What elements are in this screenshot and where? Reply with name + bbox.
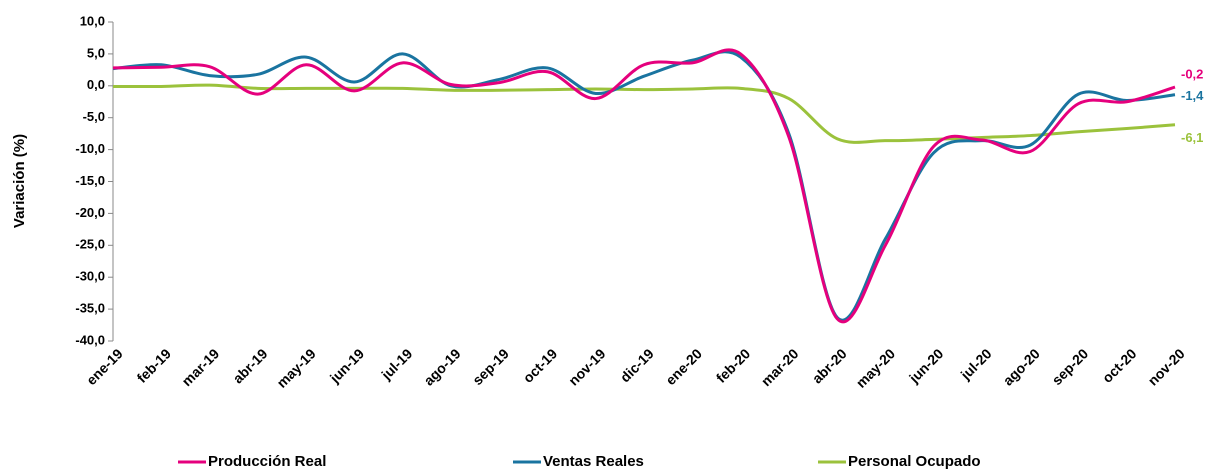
x-tick-label: may-20 <box>853 345 899 391</box>
x-tick-label: may-19 <box>273 345 319 391</box>
data-label: -0,2 <box>1181 67 1203 82</box>
y-tick-label: -5,0 <box>83 109 105 124</box>
x-tick-label: abr-19 <box>230 345 271 386</box>
x-tick-label: sep-20 <box>1049 345 1092 388</box>
legend-label: Personal Ocupado <box>848 453 981 470</box>
line-series <box>112 48 1176 324</box>
x-tick-label: dic-19 <box>617 345 657 385</box>
y-tick-label: 5,0 <box>87 45 105 60</box>
legend-label: Producción Real <box>208 453 326 470</box>
x-tick-label: feb-20 <box>713 345 754 386</box>
line-series <box>112 83 1176 144</box>
x-tick-label: ago-19 <box>420 345 463 388</box>
x-tick-label: oct-19 <box>520 345 561 386</box>
x-tick-label: abr-20 <box>809 345 850 386</box>
y-tick-label: -10,0 <box>75 141 105 156</box>
x-tick-label: jul-20 <box>957 345 995 383</box>
data-label: -1,4 <box>1181 88 1204 103</box>
x-tick-label: mar-20 <box>758 345 802 389</box>
y-tick-label: -15,0 <box>75 173 105 188</box>
data-label: -6,1 <box>1181 130 1203 145</box>
y-tick-label: -25,0 <box>75 237 105 252</box>
y-tick-label: -30,0 <box>75 269 105 284</box>
x-tick-label: jul-19 <box>377 345 415 383</box>
x-tick-label: jun-19 <box>326 345 367 386</box>
x-tick-label: feb-19 <box>134 345 175 386</box>
legend-label: Ventas Reales <box>543 453 644 470</box>
x-tick-label: ene-20 <box>662 345 705 388</box>
y-tick-label: 10,0 <box>80 13 105 28</box>
x-tick-label: sep-19 <box>469 345 512 388</box>
x-tick-label: nov-20 <box>1145 345 1188 388</box>
x-tick-label: ago-20 <box>1000 345 1043 388</box>
y-tick-label: -20,0 <box>75 205 105 220</box>
x-tick-label: jun-20 <box>905 345 946 386</box>
y-tick-label: -40,0 <box>75 332 105 347</box>
y-axis-label: Variación (%) <box>11 134 28 228</box>
x-tick-label: ene-19 <box>83 345 126 388</box>
x-tick-label: mar-19 <box>178 345 222 389</box>
line-series <box>112 50 1176 322</box>
y-tick-label: -35,0 <box>75 301 105 316</box>
x-tick-label: nov-19 <box>565 345 608 388</box>
x-tick-label: oct-20 <box>1099 345 1140 386</box>
y-tick-label: 0,0 <box>87 77 105 92</box>
